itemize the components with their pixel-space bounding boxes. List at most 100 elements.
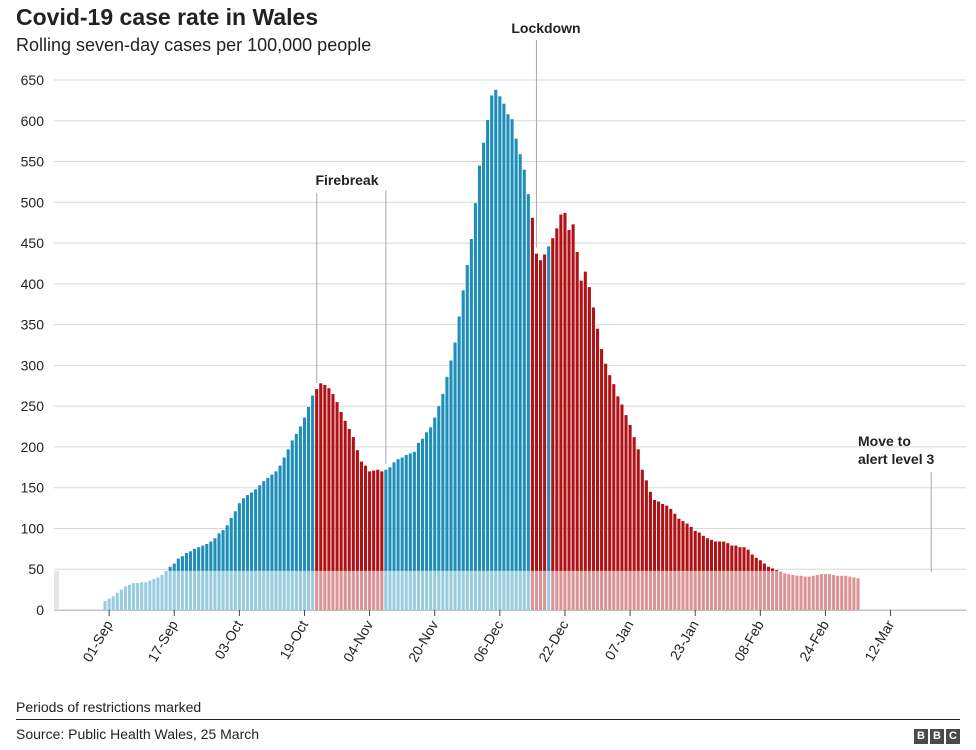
bar	[522, 169, 526, 610]
y-tick-label: 50	[28, 561, 44, 577]
low-level-band	[54, 570, 966, 610]
bar	[278, 465, 282, 610]
bar	[449, 360, 453, 610]
bar	[392, 462, 396, 610]
bar	[620, 404, 624, 610]
y-tick-label: 600	[21, 113, 45, 129]
bar	[575, 252, 579, 611]
logo-letter: B	[914, 729, 928, 744]
bar	[534, 253, 539, 610]
footnote: Periods of restrictions marked	[16, 699, 202, 715]
bar	[469, 239, 473, 610]
bar	[473, 203, 477, 610]
grid-lines	[54, 79, 966, 611]
y-axis: 0 50 100 150 200 250 300 350 400 450 500 550 600 650	[21, 72, 45, 618]
annotation-label: Firebreak	[315, 172, 378, 188]
x-tick-label: 08-Feb	[731, 617, 767, 664]
bar	[327, 388, 331, 610]
bar	[420, 438, 425, 610]
bar	[258, 485, 262, 610]
logo-letter: B	[930, 729, 944, 744]
bar	[368, 471, 372, 610]
bar	[331, 393, 335, 610]
bar	[363, 465, 368, 610]
bar	[579, 280, 583, 610]
bar	[298, 426, 302, 610]
band-overlay	[54, 570, 966, 610]
bar	[425, 432, 429, 610]
x-tick-label: 03-Oct	[211, 617, 246, 661]
bar	[290, 440, 294, 610]
bar	[669, 508, 673, 610]
bar	[628, 424, 632, 610]
bar	[486, 119, 490, 610]
bar	[616, 396, 620, 610]
x-tick-label: 01-Sep	[79, 617, 116, 664]
bar	[612, 384, 616, 610]
bar	[510, 119, 514, 610]
bar	[400, 457, 404, 610]
bar	[323, 384, 327, 610]
bar	[388, 467, 392, 610]
bar	[559, 214, 563, 611]
x-tick-label: 06-Dec	[470, 618, 506, 665]
bar	[461, 290, 465, 610]
logo-letter: C	[946, 729, 960, 744]
bar	[640, 469, 644, 610]
bar	[335, 402, 339, 610]
bar	[604, 363, 608, 610]
bar	[380, 471, 384, 610]
bar	[681, 521, 685, 610]
bar	[339, 411, 343, 610]
bar	[547, 246, 551, 611]
bar	[241, 498, 245, 610]
chart-subtitle: Rolling seven-day cases per 100,000 peop…	[16, 35, 372, 55]
x-tick-label: 22-Dec	[535, 618, 571, 665]
bar	[526, 194, 530, 610]
bar	[315, 389, 319, 610]
bar	[404, 455, 408, 610]
bar	[563, 212, 567, 610]
band-edge	[54, 570, 59, 610]
bar	[555, 228, 559, 610]
bar	[567, 230, 571, 610]
bar	[457, 316, 461, 610]
bar	[441, 393, 445, 610]
bar	[408, 453, 412, 610]
y-tick-label: 450	[21, 235, 45, 251]
bar	[302, 417, 307, 610]
bar	[396, 459, 400, 610]
bar	[225, 525, 229, 610]
bar	[343, 420, 347, 610]
y-tick-label: 500	[21, 194, 45, 210]
bar	[543, 254, 547, 610]
bar	[294, 433, 298, 610]
bar	[266, 477, 270, 610]
x-tick-label: 20-Nov	[405, 618, 441, 665]
x-tick-label: 19-Oct	[276, 617, 311, 661]
bar	[372, 470, 376, 610]
bar	[632, 437, 636, 610]
bar	[274, 471, 278, 610]
bar	[514, 138, 518, 610]
bar	[270, 474, 274, 610]
bar	[359, 461, 364, 610]
y-tick-label: 400	[21, 276, 45, 292]
bar	[311, 395, 315, 610]
bar	[506, 114, 510, 610]
annotations: Firebreak Lockdown Move to alert level 3	[315, 20, 934, 573]
y-tick-label: 100	[21, 520, 45, 536]
bar	[689, 526, 693, 610]
x-tick-label: 24-Feb	[796, 617, 832, 664]
bar	[538, 260, 543, 610]
x-tick-label: 23-Jan	[667, 618, 702, 663]
bar	[482, 142, 486, 611]
bar	[286, 449, 290, 610]
bar	[307, 406, 311, 610]
bar	[465, 265, 469, 610]
bar	[502, 103, 506, 611]
y-tick-label: 350	[21, 317, 45, 333]
bar	[477, 165, 482, 610]
bar	[608, 375, 612, 610]
bar	[229, 517, 233, 610]
